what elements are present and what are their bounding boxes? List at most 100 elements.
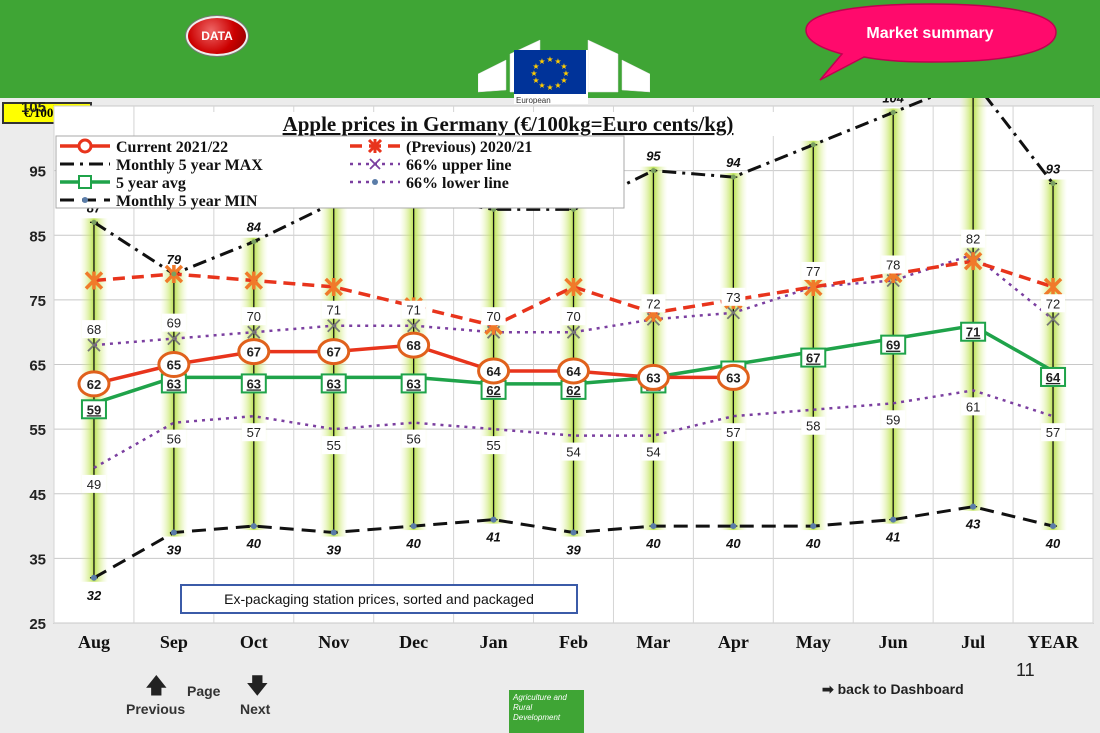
current-label: 64 xyxy=(486,364,501,379)
current-label: 68 xyxy=(406,338,420,353)
x-tick-label: Jan xyxy=(480,632,508,652)
lower-line-label: 57 xyxy=(1046,425,1060,440)
y-tick-label: 65 xyxy=(29,358,46,375)
min-marker xyxy=(490,516,497,523)
y-tick-label: 105 xyxy=(21,99,46,116)
max-marker xyxy=(810,142,816,148)
legend-box xyxy=(55,135,625,209)
legend-label: Current 2021/22 xyxy=(116,139,228,156)
upper-line-label: 70 xyxy=(486,309,500,324)
legend-label: 66% lower line xyxy=(406,175,509,192)
x-tick-label: Aug xyxy=(78,632,110,652)
avg-label: 63 xyxy=(247,376,261,391)
previous-marker xyxy=(564,277,583,297)
current-marker xyxy=(317,338,351,366)
lower-line-label-box xyxy=(481,436,506,455)
avg-label: 59 xyxy=(87,402,101,417)
previous-arrow-icon[interactable]: 🡅 xyxy=(145,673,168,698)
upper-line-label: 82 xyxy=(966,232,980,247)
max-label: 84 xyxy=(247,220,262,235)
lower-line-label-box xyxy=(241,423,266,442)
upper-line-label: 78 xyxy=(886,257,900,272)
x-tick-label: Feb xyxy=(559,632,588,652)
current-marker xyxy=(557,357,590,385)
min-label: 43 xyxy=(965,517,981,532)
previous-marker xyxy=(963,251,983,271)
upper-line-label: 69 xyxy=(167,316,181,331)
current-marker xyxy=(716,363,750,391)
min-marker xyxy=(330,529,337,536)
avg-label: 62 xyxy=(566,383,580,398)
y-tick-label: 35 xyxy=(29,551,46,568)
min-label: 40 xyxy=(725,536,741,551)
page-label: Page xyxy=(187,683,221,699)
legend-marker xyxy=(78,175,92,189)
next-button[interactable]: Next xyxy=(240,701,271,717)
previous-marker xyxy=(804,277,823,297)
x-tick-label: Dec xyxy=(399,632,428,652)
apple-price-chart: 25 35 45 55 65 75 85 95 105 68 69 70 71 71 70 70 72 73 77 7… xyxy=(21,98,1094,652)
current-label: 67 xyxy=(247,345,261,360)
avg-label-box xyxy=(800,347,827,368)
max-label: 79 xyxy=(167,252,182,267)
x-tick-label: Mar xyxy=(636,632,670,652)
min-marker xyxy=(90,574,97,581)
min-label: 32 xyxy=(87,588,102,603)
previous-button[interactable]: Previous xyxy=(126,701,186,717)
lower-line-label: 57 xyxy=(726,425,740,440)
max-marker xyxy=(1050,181,1056,187)
y-tick-label: 45 xyxy=(29,487,46,504)
upper-line-label: 73 xyxy=(726,290,740,305)
min-marker xyxy=(1050,523,1057,530)
x-tick-label: Nov xyxy=(318,632,349,652)
lower-line-label-box xyxy=(321,436,346,455)
lower-line-label-box xyxy=(961,397,986,416)
lower-line-label: 61 xyxy=(966,399,980,414)
legend-marker xyxy=(372,179,378,185)
upper-line-marker xyxy=(407,319,421,333)
current-label: 63 xyxy=(726,370,740,385)
min-label: 40 xyxy=(405,536,421,551)
max-marker xyxy=(171,271,177,277)
min-label: 39 xyxy=(326,543,341,558)
upper-line-label-box xyxy=(1041,294,1066,313)
min-marker xyxy=(170,529,177,536)
upper-line-marker xyxy=(247,325,261,339)
min-label: 39 xyxy=(566,543,581,558)
svg-text:★: ★ xyxy=(532,62,539,71)
lower-line-label-box xyxy=(641,442,666,461)
svg-text:★: ★ xyxy=(560,76,567,85)
previous-marker xyxy=(324,277,343,297)
y-tick-label: 95 xyxy=(29,164,46,181)
svg-text:★: ★ xyxy=(530,69,537,78)
market-summary-bubble[interactable]: Market summary xyxy=(0,0,1100,98)
market-summary-label: Market summary xyxy=(866,25,993,42)
upper-line-label-box xyxy=(241,307,266,326)
max-label: 94 xyxy=(726,155,741,170)
upper-line-marker xyxy=(1046,312,1060,326)
upper-line-marker xyxy=(726,306,740,320)
upper-line-label: 70 xyxy=(247,309,261,324)
svg-text:★: ★ xyxy=(554,81,561,90)
chart-title-bg xyxy=(186,112,830,136)
lower-line-label-box xyxy=(561,442,586,461)
svg-text:★: ★ xyxy=(560,62,567,71)
max-label: 95 xyxy=(646,149,661,164)
back-to-dashboard-link[interactable]: ➡ back to Dashboard xyxy=(822,681,964,698)
data-button[interactable]: DATA xyxy=(186,16,248,56)
max-marker xyxy=(91,219,97,225)
upper-line-label: 71 xyxy=(406,303,420,318)
upper-line-label-box xyxy=(961,229,986,248)
max-marker xyxy=(890,109,896,115)
min-marker xyxy=(410,523,417,530)
lower-line-label-box xyxy=(81,474,106,493)
x-tick-label: Sep xyxy=(160,632,188,652)
series-line xyxy=(93,389,1054,469)
x-tick-label: Apr xyxy=(718,632,749,652)
upper-line-marker xyxy=(566,325,581,339)
avg-label: 63 xyxy=(167,376,181,391)
avg-label: 63 xyxy=(406,376,420,391)
next-arrow-icon[interactable]: 🡇 xyxy=(246,673,269,698)
annotation-text: Ex-packaging station prices, sorted and … xyxy=(224,591,534,607)
min-marker xyxy=(650,523,657,530)
